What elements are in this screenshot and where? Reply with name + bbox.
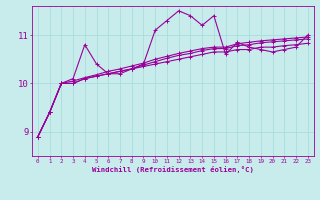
X-axis label: Windchill (Refroidissement éolien,°C): Windchill (Refroidissement éolien,°C) [92, 166, 254, 173]
